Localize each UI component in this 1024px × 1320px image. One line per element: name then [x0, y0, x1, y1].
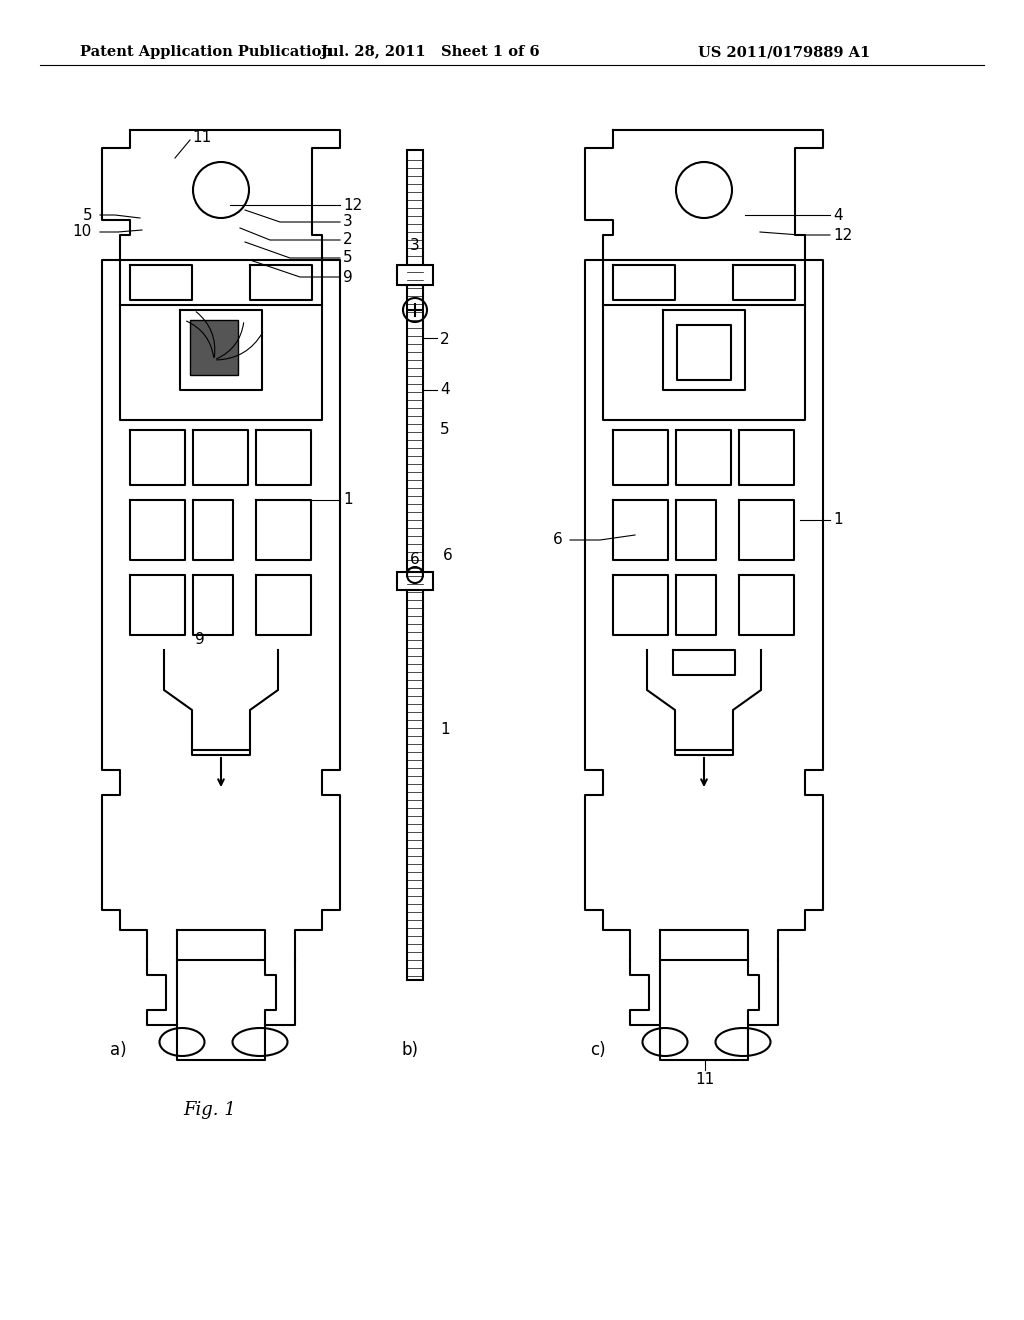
Text: 6: 6	[443, 548, 453, 562]
Text: c): c)	[590, 1041, 605, 1059]
Text: 2: 2	[440, 333, 450, 347]
Text: b): b)	[401, 1041, 419, 1059]
Text: 4: 4	[440, 383, 450, 397]
Bar	[407, 150, 423, 979]
Text: 4: 4	[833, 207, 843, 223]
Text: 6: 6	[411, 553, 420, 568]
Text: 6: 6	[553, 532, 563, 548]
FancyBboxPatch shape	[190, 319, 238, 375]
Text: Jul. 28, 2011   Sheet 1 of 6: Jul. 28, 2011 Sheet 1 of 6	[321, 45, 540, 59]
Text: 11: 11	[193, 129, 211, 144]
Text: US 2011/0179889 A1: US 2011/0179889 A1	[697, 45, 870, 59]
Text: 10: 10	[73, 224, 92, 239]
Bar	[397, 572, 433, 590]
Text: 9: 9	[343, 269, 352, 285]
Text: 3: 3	[411, 238, 420, 252]
Text: 3: 3	[343, 214, 352, 230]
Text: Fig. 1: Fig. 1	[183, 1101, 237, 1119]
Text: Patent Application Publication: Patent Application Publication	[80, 45, 332, 59]
Text: 5: 5	[82, 207, 92, 223]
Bar	[397, 265, 433, 285]
Text: 12: 12	[833, 227, 852, 243]
Text: 5: 5	[440, 422, 450, 437]
Text: 2: 2	[343, 232, 352, 248]
Text: 5: 5	[343, 251, 352, 265]
Text: 1: 1	[833, 512, 843, 528]
Text: 1: 1	[440, 722, 450, 738]
Text: 1: 1	[343, 492, 352, 507]
Text: 12: 12	[343, 198, 362, 213]
Text: 11: 11	[695, 1072, 715, 1088]
Text: a): a)	[110, 1041, 127, 1059]
Text: 9: 9	[196, 632, 205, 648]
